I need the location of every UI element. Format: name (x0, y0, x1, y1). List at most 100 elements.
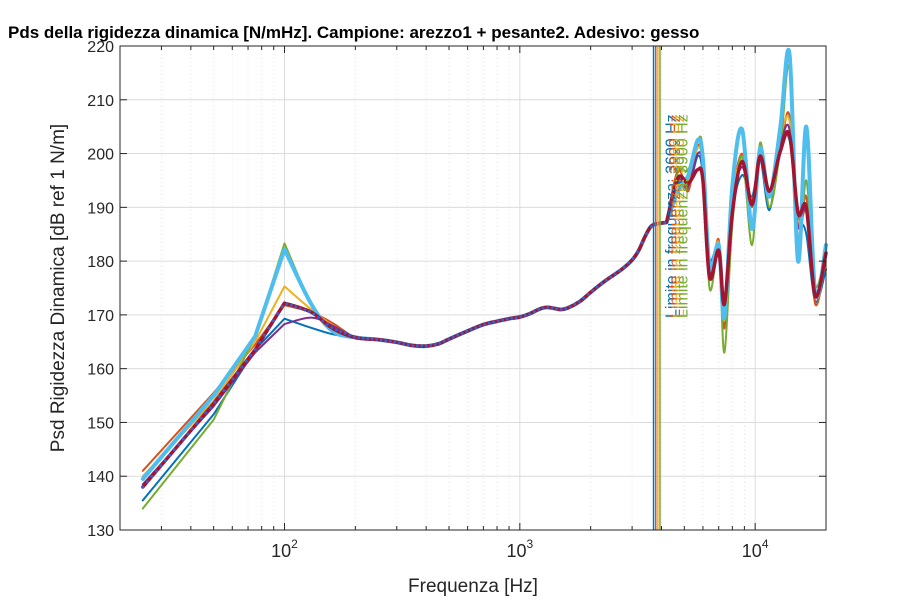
series-marker (186, 432, 190, 436)
axes-box (119, 45, 827, 531)
series-marker (528, 312, 532, 316)
series-marker (433, 343, 437, 346)
series-marker (492, 320, 496, 324)
series-marker (564, 306, 568, 310)
x-tick-label: 102 (271, 537, 298, 561)
series-marker (609, 275, 613, 279)
frequency-limit-label: Limite in frequenza: 3900 Hz (675, 114, 692, 318)
series-marker (424, 344, 428, 348)
series-marker (271, 319, 275, 323)
series-marker (204, 411, 208, 415)
chart-title: Pds della rigidezza dinamica [N/mHz]. Ca… (8, 23, 699, 42)
series-marker (172, 448, 176, 452)
series-marker (303, 308, 307, 312)
series-marker (402, 342, 406, 346)
series-marker (217, 394, 221, 398)
series-marker (442, 339, 446, 343)
series-marker (163, 459, 167, 462)
series-marker (384, 339, 388, 343)
series-marker (568, 305, 572, 309)
series-marker (460, 331, 464, 335)
series-marker (213, 400, 217, 404)
y-tick-label: 200 (87, 147, 114, 164)
series-marker (145, 480, 149, 484)
series-marker (429, 343, 433, 347)
series-marker (334, 328, 338, 332)
series-marker (298, 306, 302, 310)
series-marker (487, 321, 491, 325)
series-marker (393, 340, 397, 344)
frequency-limit-label: Limite in frequenza: 3600 Hz (664, 114, 681, 318)
series-marker (519, 315, 523, 319)
series-marker (316, 316, 320, 319)
series-marker (289, 303, 293, 307)
series-marker (537, 307, 541, 311)
series-marker (604, 278, 608, 282)
series-marker (591, 289, 595, 293)
series-marker (649, 225, 653, 228)
y-tick-label: 140 (87, 469, 114, 486)
series-marker (501, 318, 505, 322)
series-marker (352, 335, 356, 339)
series-marker (244, 359, 248, 363)
series-marker (370, 337, 374, 341)
series-marker (645, 232, 649, 236)
series-marker (420, 344, 424, 348)
series-marker (199, 416, 203, 420)
series-marker (325, 322, 329, 326)
series-marker (285, 302, 289, 306)
x-tick-label: 103 (506, 537, 533, 561)
series-marker (141, 485, 145, 489)
series-marker (514, 316, 518, 320)
series-marker (505, 317, 509, 321)
series-marker (258, 340, 262, 344)
series-marker (154, 469, 158, 473)
frequency-limit-label: Limite in frequenza: 3800 Hz (667, 114, 684, 318)
series-marker (469, 328, 473, 331)
y-tick-label: 190 (87, 200, 114, 217)
series-marker (343, 331, 347, 335)
series-marker (573, 302, 577, 306)
y-tick-label: 150 (87, 415, 114, 432)
series-marker (456, 333, 460, 337)
series-marker (577, 300, 581, 304)
series-marker (622, 265, 626, 269)
series-marker (627, 261, 631, 265)
series-marker (411, 344, 415, 348)
series-marker (159, 464, 163, 468)
series-marker (546, 306, 550, 309)
y-tick-label: 180 (87, 254, 114, 271)
series-marker (510, 316, 514, 320)
series-marker (280, 305, 284, 309)
series-marker (636, 250, 640, 254)
series-marker (586, 292, 590, 296)
series-marker (523, 313, 527, 317)
series-marker (235, 371, 239, 375)
series-marker (249, 353, 253, 357)
series-marker (294, 305, 298, 309)
series-marker (240, 365, 244, 369)
series-marker (267, 326, 271, 330)
series-marker (150, 474, 154, 478)
series-marker (438, 341, 442, 345)
series-marker (388, 339, 392, 343)
series-marker (582, 296, 586, 300)
series-marker (640, 241, 644, 245)
series-marker (307, 310, 311, 313)
series-marker (226, 383, 230, 387)
series-marker (339, 330, 343, 334)
series-marker (663, 221, 667, 225)
series-marker (177, 443, 181, 447)
y-axis-label: Psd Rigidezza Dinamica [dB ref 1 N/m] (48, 124, 69, 452)
series-marker (379, 338, 383, 342)
series-marker (555, 307, 559, 311)
series-marker (321, 319, 325, 323)
series-marker (559, 308, 563, 311)
series-marker (595, 285, 599, 289)
series-marker (532, 310, 536, 314)
series-marker (550, 306, 554, 310)
frequency-limit-label: Limite in frequenza: 3900 Hz (671, 114, 688, 318)
